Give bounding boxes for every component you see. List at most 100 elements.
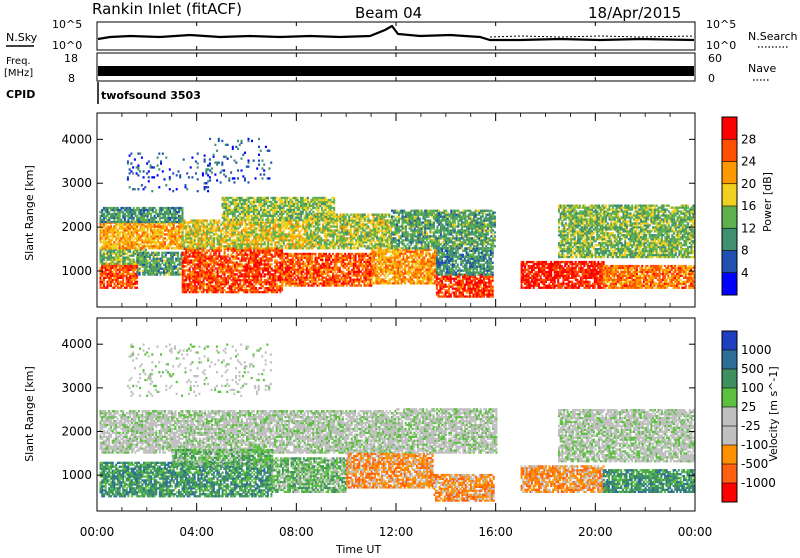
heatmap-cell [244, 283, 247, 286]
heatmap-cell [277, 279, 280, 282]
heatmap-cell [300, 252, 303, 256]
heatmap-cell [164, 247, 166, 250]
heatmap-cell [325, 282, 327, 285]
heatmap-cell [144, 245, 147, 248]
heatmap-cell [220, 233, 223, 236]
heatmap-cell [286, 196, 289, 200]
heatmap-cell [279, 208, 282, 211]
heatmap-cell [159, 267, 162, 270]
heatmap-cell [296, 239, 299, 242]
heatmap-cell [268, 239, 271, 242]
heatmap-cell [157, 251, 160, 254]
heatmap-cell [188, 245, 191, 248]
heatmap-cell [291, 254, 294, 258]
heatmap-cell [130, 264, 133, 268]
heatmap-cell [315, 235, 317, 238]
heatmap-cell [120, 286, 123, 289]
heatmap-cell [268, 289, 271, 292]
heatmap-cell [246, 204, 248, 207]
heatmap-cell [312, 210, 315, 213]
heatmap-cell [300, 210, 303, 213]
heatmap-cell [99, 262, 102, 265]
heatmap-cell [146, 214, 149, 218]
heatmap-cell [253, 255, 256, 258]
heatmap-cell [342, 264, 345, 267]
heatmap-cell [363, 272, 366, 275]
heatmap-cell [320, 247, 323, 250]
heatmap-cell [237, 285, 240, 288]
heatmap-cell [272, 279, 275, 282]
heatmap-cell [110, 266, 112, 270]
heatmap-cell [265, 249, 268, 252]
heatmap-cell [223, 283, 226, 286]
heatmap-cell [323, 219, 326, 222]
heatmap-cell [356, 280, 359, 283]
heatmap-cell [125, 256, 128, 259]
heatmap-cell [192, 225, 195, 228]
heatmap-cell [349, 278, 352, 281]
heatmap-cell [155, 212, 158, 216]
cpid-label: CPID [6, 88, 35, 101]
heatmap-cell [242, 275, 245, 278]
heatmap-cell [125, 248, 128, 251]
heatmap-cell [239, 200, 241, 204]
heatmap-cell [113, 206, 116, 210]
heatmap-cell [286, 282, 289, 285]
heatmap-cell [291, 218, 294, 221]
heatmap-cell [180, 265, 183, 268]
heatmap-cell [158, 247, 161, 250]
heatmap-cell [327, 239, 330, 242]
heatmap-cell [344, 258, 347, 261]
heatmap-cell [139, 208, 142, 212]
heatmap-cell [330, 280, 333, 283]
heatmap-cell [197, 233, 200, 236]
heatmap-cell [211, 229, 214, 232]
heatmap-cell [365, 272, 368, 275]
heatmap-cell [108, 266, 111, 270]
heatmap-cell [197, 219, 200, 222]
heatmap-cell [199, 265, 202, 268]
heatmap-cell [272, 233, 275, 236]
heatmap-cell [148, 220, 151, 224]
heatmap-cell [104, 256, 107, 259]
heatmap-cell [270, 255, 273, 258]
heatmap-cell [170, 251, 172, 254]
heatmap-cell [207, 287, 210, 290]
heatmap-cell [151, 210, 154, 214]
heatmap-cell [312, 278, 315, 281]
heatmap-cell [337, 276, 340, 279]
heatmap-cell [255, 275, 257, 278]
heatmap-cell [225, 237, 228, 240]
heatmap-cell [266, 198, 269, 202]
heatmap-cell [268, 221, 271, 224]
heatmap-cell [232, 227, 235, 230]
heatmap-cell [255, 261, 257, 264]
heatmap-cell [232, 218, 234, 221]
heatmap-cell [148, 223, 151, 226]
heatmap-cell [125, 284, 128, 287]
heatmap-cell [281, 270, 284, 273]
heatmap-cell [225, 283, 228, 286]
heatmap-cell [270, 214, 273, 217]
heatmap-cell [246, 291, 249, 294]
heatmap-cell [221, 273, 224, 276]
heatmap-cell [277, 271, 280, 274]
heatmap-cell [111, 266, 114, 270]
heatmap-cell [265, 208, 268, 211]
heatmap-cell [244, 249, 247, 252]
heatmap-cell [177, 251, 179, 254]
heatmap-cell [142, 261, 145, 264]
heatmap-cell [288, 247, 291, 250]
heatmap-cell [221, 202, 224, 206]
heatmap-cell [136, 269, 139, 272]
heatmap-cell [132, 247, 135, 250]
heatmap-cell [249, 247, 252, 250]
heatmap-cell [321, 254, 324, 258]
heatmap-cell [246, 229, 249, 232]
heatmap-cell [178, 218, 180, 222]
heatmap-cell [115, 245, 118, 248]
heatmap-cell [352, 266, 355, 269]
heatmap-cell [241, 235, 243, 238]
heatmap-cell [272, 239, 275, 242]
heatmap-cell [156, 271, 159, 274]
